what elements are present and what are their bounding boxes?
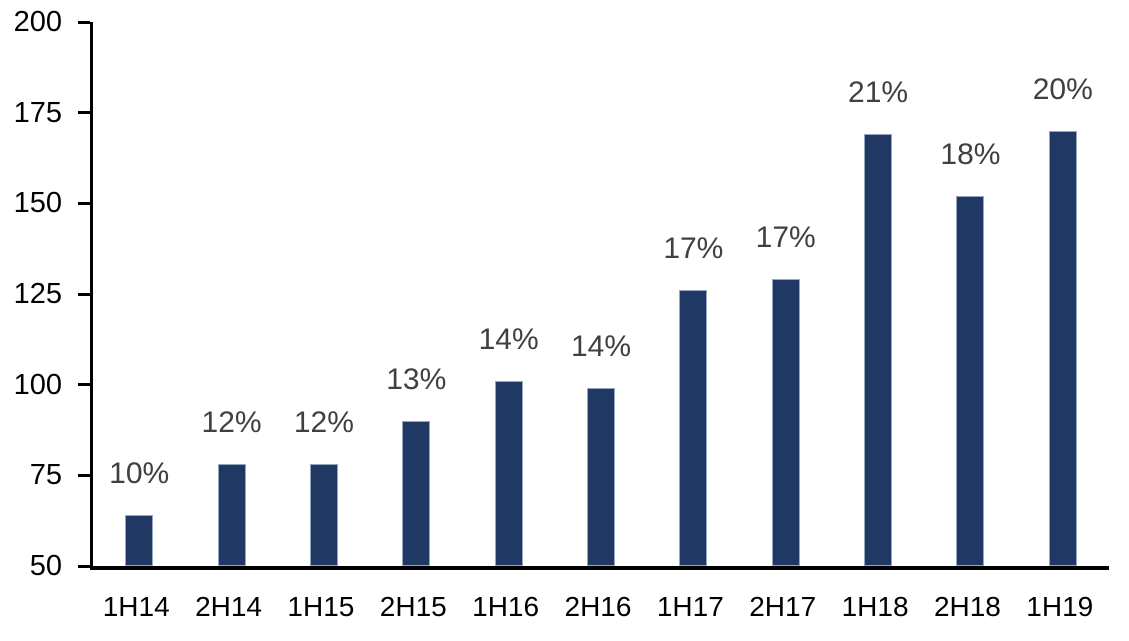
y-axis-tick-label: 100 bbox=[13, 368, 62, 401]
bar-value-label: 21% bbox=[848, 76, 909, 109]
bar-value-label: 20% bbox=[1032, 73, 1093, 106]
bar-slot: 18% bbox=[924, 22, 1016, 566]
bar bbox=[1048, 131, 1077, 566]
bar bbox=[125, 515, 154, 566]
x-axis-label: 1H19 bbox=[1026, 591, 1094, 622]
x-axis: 1H14 2H14 1H15 2H15 1H16 2H16 1H17 2H17 1H18 2H18… bbox=[90, 592, 1106, 622]
x-axis-label: 2H15 bbox=[379, 591, 447, 622]
bar bbox=[217, 464, 246, 566]
x-axis-label: 1H18 bbox=[841, 591, 909, 622]
y-axis-tick-label: 75 bbox=[29, 459, 62, 492]
bar-value-label: 13% bbox=[386, 363, 447, 396]
y-axis-tick-label: 50 bbox=[29, 550, 62, 582]
plot-area: 10% 12% 12% 13% 14% 14% 17% 17% 21% 18% 20% bbox=[90, 22, 1109, 570]
y-axis-tick bbox=[78, 383, 90, 387]
bar bbox=[494, 381, 523, 566]
bar-value-label: 12% bbox=[201, 406, 262, 439]
x-axis-label: 1H16 bbox=[472, 591, 540, 622]
x-axis-label: 2H14 bbox=[195, 591, 262, 622]
bar bbox=[402, 421, 431, 566]
bar bbox=[956, 196, 985, 566]
bar-slot: 12% bbox=[278, 22, 370, 566]
bar-slot: 14% bbox=[462, 22, 554, 566]
bar-slot: 21% bbox=[832, 22, 924, 566]
bar-value-label: 10% bbox=[109, 457, 170, 490]
bar-value-label: 18% bbox=[940, 138, 1001, 171]
y-axis-tick-label: 175 bbox=[13, 96, 62, 129]
bar bbox=[309, 464, 338, 566]
x-axis-label: 1H17 bbox=[656, 591, 724, 622]
x-axis-label: 1H15 bbox=[287, 591, 355, 622]
y-axis-tick bbox=[78, 564, 90, 568]
y-axis-tick bbox=[78, 292, 90, 296]
bar-slot: 20% bbox=[1017, 22, 1109, 566]
y-axis-tick bbox=[78, 201, 90, 205]
x-axis-label: 2H16 bbox=[564, 591, 632, 622]
y-axis-tick bbox=[78, 111, 90, 115]
bar-value-label: 14% bbox=[570, 330, 631, 363]
bar bbox=[679, 290, 708, 566]
y-axis-tick-label: 200 bbox=[13, 6, 62, 38]
bar-slot: 13% bbox=[370, 22, 462, 566]
bar-value-label: 14% bbox=[478, 323, 539, 356]
bar-slot: 17% bbox=[647, 22, 739, 566]
bar bbox=[586, 388, 615, 566]
bar-value-label: 17% bbox=[755, 221, 816, 254]
y-axis-tick-label: 125 bbox=[13, 278, 62, 310]
bar-value-label: 12% bbox=[293, 406, 354, 439]
bar-slot: 10% bbox=[93, 22, 185, 566]
bar-slot: 17% bbox=[740, 22, 832, 566]
y-axis-tick bbox=[78, 473, 90, 477]
bar-value-label: 17% bbox=[663, 232, 724, 265]
x-axis-label: 1H14 bbox=[102, 591, 170, 622]
y-axis-tick-label: 150 bbox=[13, 187, 62, 220]
bar bbox=[864, 134, 893, 566]
x-axis-label: 2H17 bbox=[749, 591, 817, 622]
bar bbox=[771, 279, 800, 566]
bar-slot: 12% bbox=[185, 22, 277, 566]
bars-container: 10% 12% 12% 13% 14% 14% 17% 17% 21% 18% 20% bbox=[93, 22, 1109, 566]
bar-slot: 14% bbox=[555, 22, 647, 566]
x-axis-label: 2H18 bbox=[933, 591, 1001, 622]
y-axis-tick bbox=[78, 20, 90, 24]
